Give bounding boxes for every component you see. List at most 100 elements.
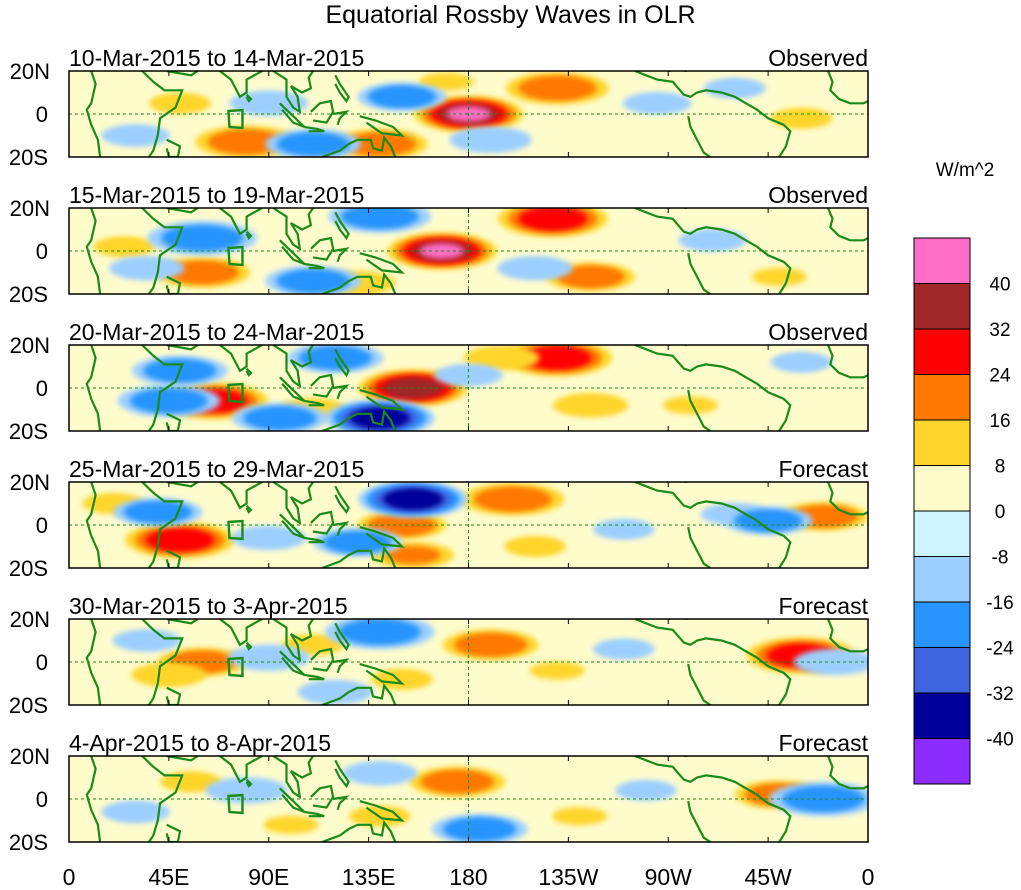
- anomaly-cell: [117, 384, 221, 417]
- anomaly-cell: [552, 393, 629, 418]
- contour-level: [142, 392, 196, 410]
- anomaly-cell: [341, 761, 418, 786]
- contour-level: [662, 396, 719, 415]
- contour-level: [287, 135, 339, 153]
- colorbar-swatch: [913, 601, 971, 648]
- y-tick-label: 20S: [9, 693, 48, 718]
- y-tick-label: 0: [36, 513, 48, 538]
- y-tick-label: 0: [36, 787, 48, 812]
- y-tick-label: 20N: [10, 333, 50, 358]
- colorbar-level-label: 24: [989, 366, 1011, 387]
- coastline: [85, 756, 102, 842]
- coastline: [826, 756, 868, 790]
- colorbar-level-label: -16: [986, 593, 1013, 614]
- x-tick-label: 0: [63, 864, 76, 890]
- contour-level: [529, 661, 585, 680]
- coastline: [166, 756, 199, 762]
- contour-level: [242, 529, 295, 547]
- coastline: [321, 135, 397, 157]
- coastline: [687, 663, 712, 705]
- contour-level: [601, 521, 647, 537]
- x-tick-label: 135E: [342, 864, 396, 890]
- coastline: [334, 485, 350, 515]
- contour-level: [566, 268, 615, 285]
- coastline: [634, 345, 792, 431]
- panel-4: 20N 0 20S 25-Mar-2015 to 29-Mar-2015 Forecas…: [9, 456, 869, 581]
- coastline: [332, 521, 350, 537]
- coastline: [321, 545, 397, 568]
- colorbar-swatch: [913, 419, 971, 466]
- contour-level: [353, 208, 407, 226]
- contour-level: [333, 534, 382, 551]
- anomaly-cell: [768, 782, 868, 816]
- coastline: [272, 345, 315, 389]
- anomaly-cell: [265, 266, 362, 294]
- contour-level: [352, 622, 408, 641]
- coastlines: [85, 345, 868, 431]
- coastline: [359, 800, 405, 822]
- contour-level: [101, 239, 147, 255]
- y-tick-label: 20N: [10, 607, 50, 632]
- coastlines: [85, 208, 868, 294]
- colorbar-swatch: [913, 283, 971, 330]
- coastlines: [85, 71, 868, 157]
- contour-level: [601, 641, 647, 657]
- colorbar-level-label: 32: [989, 320, 1010, 341]
- panel-date-range: 4-Apr-2015 to 8-Apr-2015: [69, 730, 331, 756]
- anomaly-cell: [751, 267, 807, 286]
- contour-level: [807, 653, 863, 671]
- colorbar-swatch: [913, 738, 971, 785]
- anomaly-cell: [265, 129, 362, 157]
- panel-status: Observed: [768, 45, 868, 71]
- coastline: [310, 784, 335, 809]
- coastline: [304, 810, 325, 818]
- contour-level: [475, 349, 528, 367]
- panel-date-range: 25-Mar-2015 to 29-Mar-2015: [69, 456, 364, 482]
- anomaly-cell: [449, 126, 532, 153]
- contour-level: [122, 632, 171, 649]
- coastline: [85, 345, 102, 431]
- coastline: [304, 399, 325, 407]
- contour-level: [385, 546, 441, 565]
- anomaly-cell: [504, 536, 567, 557]
- coastline: [141, 71, 184, 157]
- coastline: [634, 208, 792, 294]
- contour-level: [796, 790, 852, 808]
- anomaly-cell: [463, 345, 540, 370]
- contour-level: [174, 229, 230, 248]
- coastline: [687, 115, 712, 157]
- y-tick-label: 0: [36, 239, 48, 264]
- coastline: [634, 619, 792, 705]
- coastline: [245, 504, 253, 514]
- anomaly-cell: [101, 124, 170, 147]
- y-tick-label: 20S: [9, 145, 48, 170]
- anomaly-cell: [328, 208, 432, 233]
- coastline: [219, 208, 263, 236]
- coastlines: [85, 482, 868, 568]
- panel-status: Forecast: [779, 456, 869, 482]
- contour-level: [778, 110, 824, 126]
- anomaly-cell: [498, 208, 608, 237]
- x-tick-label: 90W: [645, 864, 693, 890]
- region-box: [227, 108, 244, 130]
- contour-level: [220, 133, 274, 151]
- y-tick-label: 20N: [10, 59, 50, 84]
- anomaly-cell: [662, 396, 719, 415]
- colorbar-level-label: -40: [986, 730, 1013, 751]
- anomaly-cell: [148, 93, 211, 114]
- coastline: [141, 756, 184, 842]
- anomaly-cell: [409, 766, 506, 797]
- colorbar-level-label: -32: [986, 684, 1013, 705]
- contour-level: [509, 259, 561, 277]
- colorbar-swatch: [913, 692, 971, 739]
- y-tick-label: 20N: [10, 196, 50, 221]
- region-box: [227, 382, 244, 404]
- coastline: [141, 208, 184, 294]
- coastline: [334, 759, 350, 789]
- anomaly-cell: [263, 815, 319, 834]
- coastline: [310, 373, 335, 398]
- y-tick-label: 0: [36, 650, 48, 675]
- contour-level: [242, 94, 296, 112]
- colorbar-level-label: 40: [989, 275, 1010, 296]
- anomaly-cell: [461, 483, 565, 516]
